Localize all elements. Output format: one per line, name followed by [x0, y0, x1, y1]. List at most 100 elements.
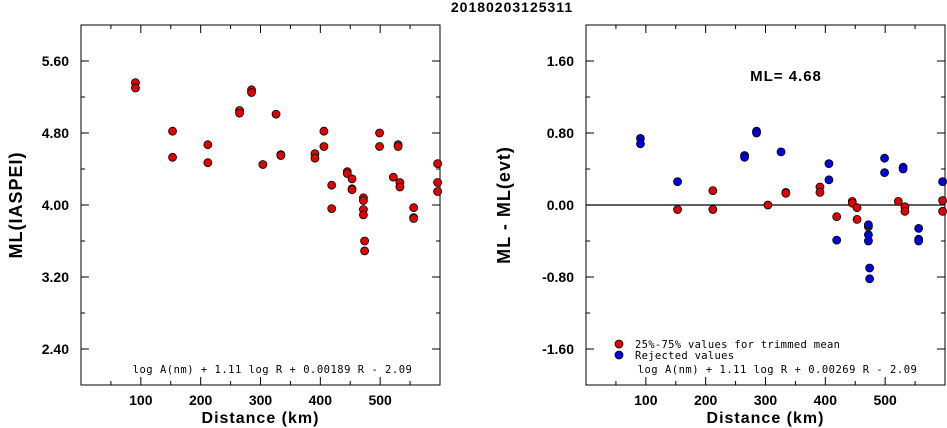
data-point — [864, 220, 873, 230]
x-tick-label: 200 — [189, 392, 213, 408]
x-axis-label: Distance (km) — [202, 410, 320, 427]
figure-title: 20180203125311 — [451, 0, 573, 15]
data-point — [395, 182, 405, 192]
data-point — [824, 159, 834, 169]
data-point — [393, 142, 403, 151]
data-point — [433, 159, 443, 169]
data-point — [914, 236, 924, 246]
data-point — [832, 212, 842, 222]
data-point — [131, 83, 140, 93]
data-point — [433, 187, 443, 196]
data-point — [203, 158, 213, 168]
data-point — [203, 140, 213, 150]
legend: 25%-75% values for trimmed mean Rejected… — [614, 339, 840, 362]
legend-marker-rejected — [614, 350, 624, 360]
y-tick-label: 3.20 — [42, 269, 69, 285]
data-point — [409, 203, 419, 213]
data-point — [865, 274, 875, 284]
data-point — [708, 186, 718, 196]
data-point — [880, 153, 889, 163]
data-point — [781, 188, 791, 198]
data-point — [832, 235, 842, 245]
y-tick-label: 4.00 — [42, 197, 69, 213]
data-point — [375, 142, 384, 151]
data-point — [347, 185, 357, 195]
data-point — [247, 88, 256, 97]
data-point — [319, 126, 329, 136]
data-point — [276, 151, 286, 160]
x-tick-label: 500 — [368, 392, 392, 408]
data-point — [359, 210, 368, 220]
data-point — [327, 204, 337, 214]
formula-annotation: log A(nm) + 1.11 log R + 0.00189 R - 2.0… — [133, 364, 413, 376]
x-tick-label: 100 — [634, 392, 658, 408]
x-tick-label: 400 — [309, 392, 333, 408]
y-tick-label: 5.60 — [42, 53, 69, 69]
ml-value-label: ML= 4.68 — [750, 68, 822, 85]
y-tick-label: 0.80 — [547, 125, 574, 141]
x-tick-label: 400 — [814, 392, 838, 408]
data-point — [852, 214, 862, 224]
formula-annotation: log A(nm) + 1.11 log R + 0.00269 R - 2.0… — [638, 364, 918, 376]
y-axis-label: ML(IASPEI) — [6, 152, 26, 259]
y-tick-label: 4.80 — [42, 125, 69, 141]
data-point — [893, 196, 903, 206]
data-point — [168, 152, 177, 162]
data-point — [168, 126, 177, 136]
y-tick-label: -0.80 — [542, 269, 574, 285]
data-point — [375, 128, 384, 138]
x-tick-label: 200 — [694, 392, 718, 408]
data-points — [636, 126, 947, 284]
y-tick-label: -1.60 — [542, 341, 574, 357]
data-point — [673, 205, 682, 214]
ml-iaspei-panel: 100 200 300 400 500 2.40 3.20 4.00 4.80 5.60 Dist… — [6, 24, 443, 427]
ml-residual-panel: 100 200 300 400 500 -1.60 -0.80 0.00 0.80 1.60 Di… — [494, 24, 947, 427]
x-tick-label: 300 — [249, 392, 273, 408]
data-points — [131, 78, 443, 256]
data-point — [673, 177, 682, 187]
data-point — [740, 152, 749, 162]
legend-marker-trimmed — [614, 339, 624, 349]
data-point — [898, 164, 908, 174]
data-point — [258, 160, 268, 169]
data-point — [271, 109, 281, 119]
y-tick-label: 1.60 — [547, 53, 574, 69]
data-point — [235, 108, 244, 118]
data-point — [914, 223, 924, 233]
data-point — [360, 246, 370, 256]
x-axis-label: Distance (km) — [707, 410, 825, 427]
data-point — [360, 236, 370, 246]
data-point — [938, 206, 947, 216]
y-axis-label: ML - ML(evt) — [494, 146, 514, 264]
x-tick-label: 300 — [754, 392, 778, 408]
x-tick-label: 100 — [129, 392, 153, 408]
data-point — [776, 147, 786, 157]
data-point — [433, 178, 443, 187]
y-tick-label: 2.40 — [42, 341, 69, 357]
data-point — [409, 214, 419, 223]
data-point — [938, 177, 947, 186]
data-point — [388, 172, 398, 182]
data-point — [815, 187, 825, 197]
x-tick-label: 500 — [873, 392, 897, 408]
data-point — [310, 153, 320, 163]
legend-label-rejected: Rejected values — [635, 350, 734, 362]
data-point — [938, 196, 947, 205]
axis-ticks: 100 200 300 400 500 -1.60 -0.80 0.00 0.80 1.60 — [542, 25, 945, 408]
axis-ticks: 100 200 300 400 500 2.40 3.20 4.00 4.80 5.60 — [42, 25, 440, 408]
data-point — [900, 206, 910, 216]
data-point — [347, 174, 357, 184]
data-point — [752, 128, 761, 138]
data-point — [636, 139, 645, 149]
data-point — [708, 205, 718, 214]
data-point — [327, 180, 337, 190]
data-point — [880, 168, 889, 178]
data-point — [763, 200, 773, 210]
legend-label-trimmed: 25%-75% values for trimmed mean — [635, 339, 840, 351]
data-point — [864, 236, 873, 246]
y-tick-label: 0.00 — [547, 197, 574, 213]
data-point — [824, 175, 834, 185]
data-point — [852, 203, 862, 213]
data-point — [359, 196, 368, 205]
